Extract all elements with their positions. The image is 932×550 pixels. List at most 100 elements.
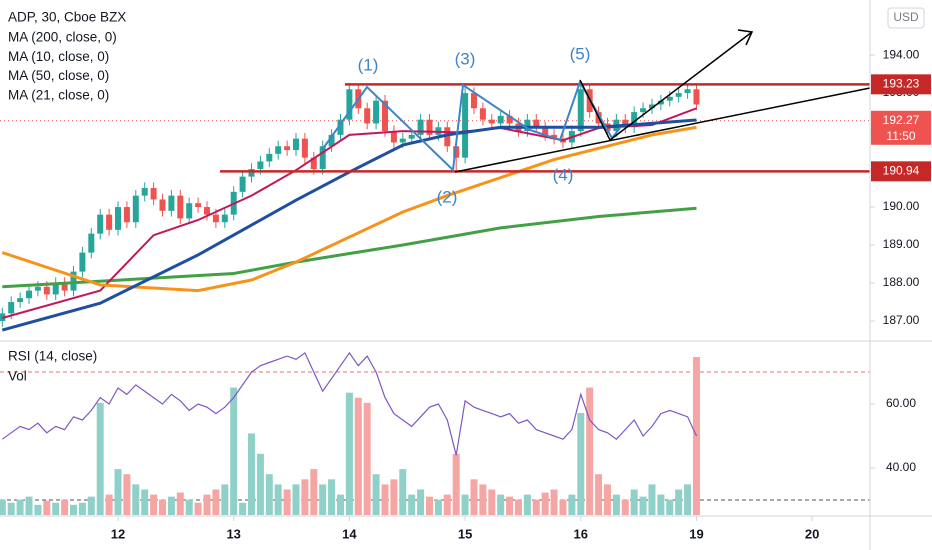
level-label: 190.94	[883, 164, 920, 178]
last-price-label: 192.27	[883, 113, 920, 127]
arrow-line	[609, 31, 753, 141]
volume-bar	[301, 479, 309, 515]
currency-box[interactable]	[887, 7, 925, 29]
volume-bar	[123, 474, 131, 515]
candle-body	[444, 127, 451, 147]
candle-body	[212, 214, 219, 223]
volume-bar	[408, 494, 416, 515]
candle-body	[631, 112, 638, 128]
candle-body	[479, 108, 486, 120]
volume-bar	[185, 499, 193, 515]
volume-bar	[443, 494, 451, 515]
volume-bar	[176, 492, 184, 515]
volume-bar	[559, 499, 567, 515]
volume-title: Vol	[8, 369, 27, 384]
candle-body	[97, 214, 104, 234]
x-tick-label: 14	[342, 526, 357, 541]
volume-bar	[514, 499, 522, 515]
volume-bar	[310, 469, 318, 515]
volume-bar	[586, 387, 594, 515]
level-label-box	[871, 161, 931, 182]
pattern-label: (4)	[553, 165, 574, 184]
volume-bar	[595, 474, 603, 515]
pattern-zigzag	[321, 79, 621, 173]
candle-body	[132, 195, 139, 223]
trend-line	[454, 87, 871, 173]
candle-body	[203, 207, 210, 215]
volume-bar	[141, 489, 149, 515]
candle-body	[462, 93, 469, 158]
volume-bar	[461, 494, 469, 515]
candle-body	[390, 131, 397, 143]
volume-bar	[532, 499, 540, 515]
volume-bar	[452, 453, 460, 515]
candle-body	[292, 138, 299, 151]
candle-body	[248, 169, 255, 177]
volume-bar	[96, 402, 104, 515]
volume-bar	[256, 453, 264, 515]
volume-bar	[612, 494, 620, 515]
volume-bar	[345, 392, 353, 515]
level-label-box	[871, 74, 931, 95]
candle-body	[239, 176, 246, 192]
candle-body	[88, 233, 95, 253]
legend-entry: MA (10, close, 0)	[8, 49, 109, 64]
volume-bar	[381, 484, 389, 515]
candle-body	[141, 188, 148, 196]
volume-bar	[292, 484, 300, 515]
candle-body	[79, 252, 86, 272]
volume-bar	[34, 504, 42, 515]
candle-body	[328, 134, 335, 147]
y-tick-label: 188.00	[883, 275, 920, 289]
volume-bar	[328, 479, 336, 515]
volume-bar	[434, 499, 442, 515]
y-tick-label: 40.00	[886, 460, 916, 474]
candle-body	[640, 108, 647, 113]
x-tick-label: 20	[805, 526, 819, 541]
volume-bar	[630, 489, 638, 515]
volume-bar	[363, 402, 371, 515]
axis-labels: 187.00188.00189.00190.00191.00192.00193.…	[111, 47, 931, 541]
candle-body	[159, 199, 166, 211]
volume-bar	[675, 489, 683, 515]
volume-bar	[78, 502, 86, 515]
volume-bar	[52, 502, 60, 515]
ma-line	[2, 107, 697, 319]
candle-body	[275, 146, 282, 154]
candle-body	[622, 119, 629, 128]
y-tick-label: 60.00	[886, 396, 916, 410]
volume-bar	[479, 484, 487, 515]
legend-entry: MA (21, close, 0)	[8, 87, 109, 102]
currency: USD	[893, 10, 919, 24]
ma-line	[2, 206, 697, 289]
candle-body	[195, 203, 202, 208]
volume-bar	[354, 397, 362, 515]
volume-bar	[150, 494, 158, 515]
candle-body	[577, 89, 584, 132]
volume-bar	[550, 489, 558, 515]
volume-bar	[43, 500, 51, 515]
volume-bar	[274, 484, 282, 515]
rsi-title: RSI (14, close)	[8, 349, 97, 364]
rsi-line	[1, 351, 698, 456]
candle-body	[34, 286, 41, 291]
candle-body	[257, 161, 264, 170]
candle-body	[373, 100, 380, 124]
candle-body	[657, 100, 664, 105]
candle-body	[26, 290, 33, 299]
candle-body	[168, 195, 175, 211]
legend: MA (200, close, 0) MA (10, close, 0) MA (5…	[8, 30, 117, 103]
x-tick-label: 13	[226, 526, 240, 541]
volume-bar	[319, 484, 327, 515]
x-tick-label: 12	[111, 526, 125, 541]
candle-body	[52, 283, 59, 295]
candle-body	[123, 207, 130, 223]
candle-body	[150, 188, 157, 200]
volume-bar	[372, 474, 380, 515]
candle-body	[684, 89, 691, 94]
volume-bar	[523, 494, 531, 515]
candle-body	[453, 146, 460, 158]
pattern-label: (5)	[570, 44, 591, 63]
candle-body	[17, 298, 24, 303]
